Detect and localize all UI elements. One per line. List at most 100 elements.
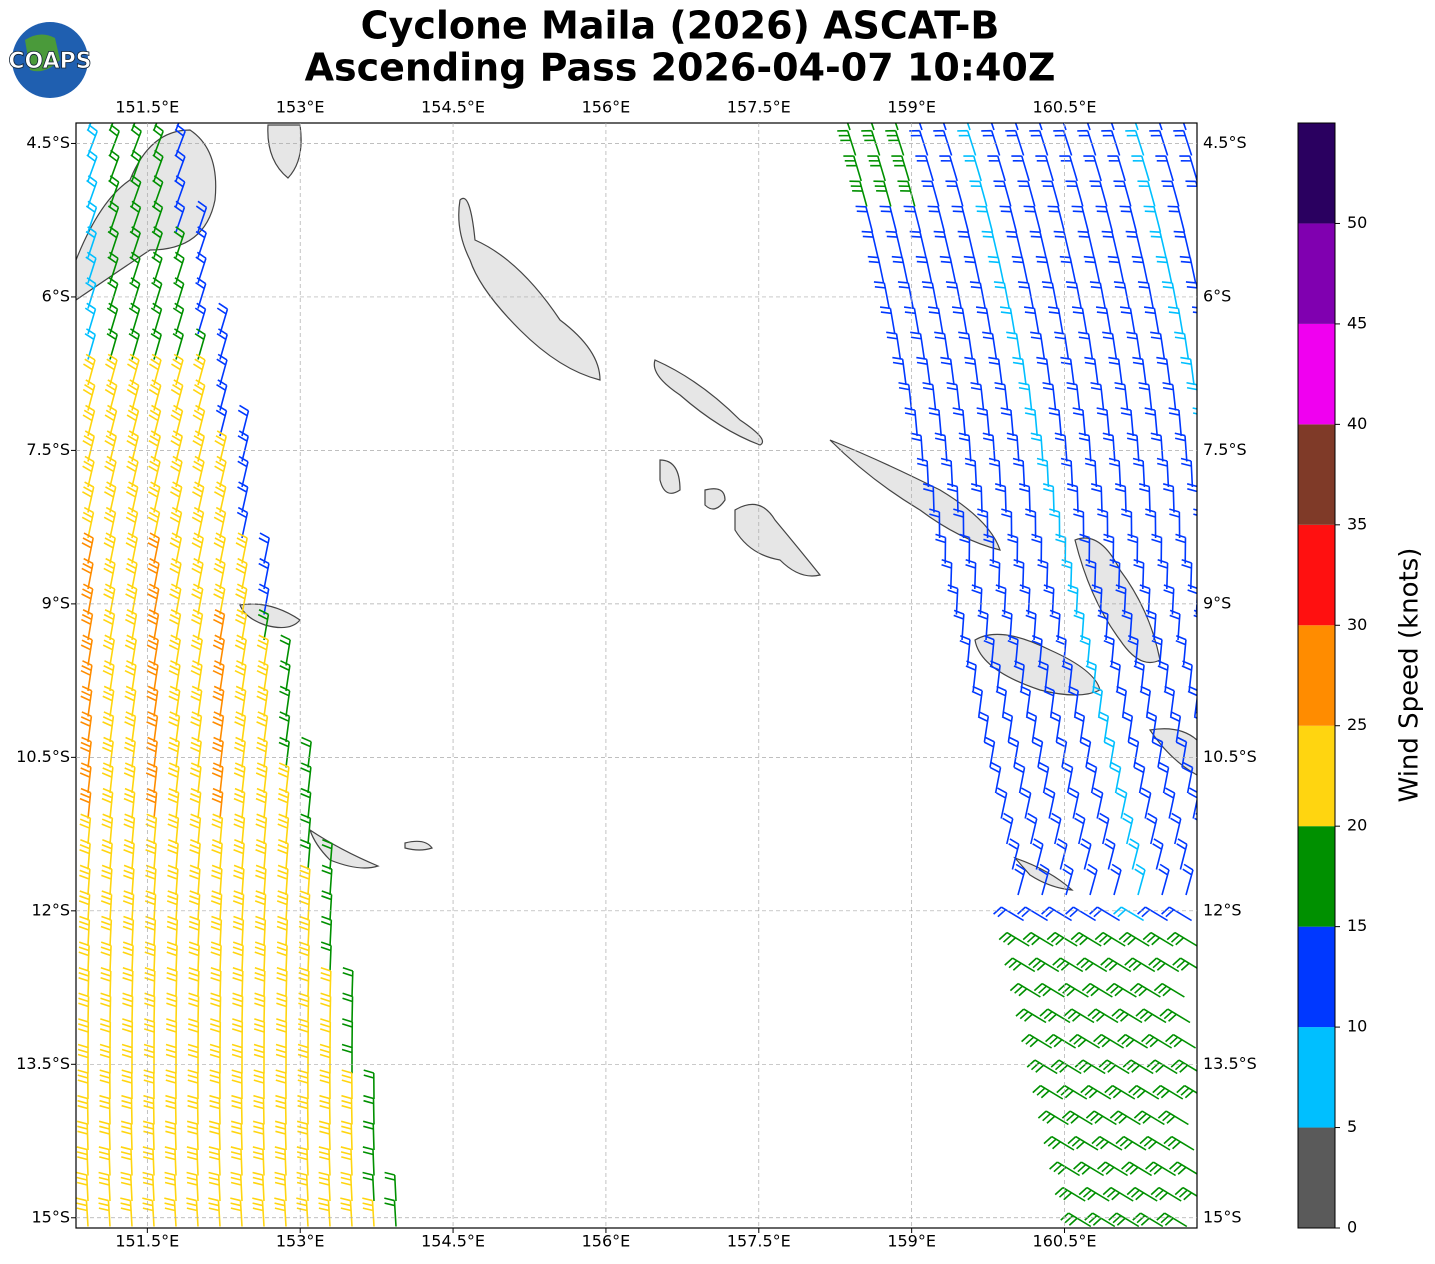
wind-barb bbox=[320, 941, 332, 972]
wind-barb bbox=[145, 813, 158, 845]
barb-path bbox=[933, 129, 953, 156]
barb-path bbox=[1007, 736, 1020, 768]
barb-path bbox=[1063, 1008, 1095, 1024]
barb-path bbox=[910, 432, 924, 462]
land bbox=[829, 439, 1001, 551]
barb-path bbox=[212, 736, 224, 768]
barb-path bbox=[126, 430, 139, 462]
wind-barb bbox=[1145, 508, 1157, 539]
barb-path bbox=[886, 331, 902, 360]
wind-barb bbox=[342, 1018, 354, 1049]
wind-barb bbox=[124, 736, 136, 768]
wind-barb bbox=[1110, 123, 1115, 131]
wind-barb bbox=[78, 992, 90, 1023]
wind-barb bbox=[957, 129, 977, 156]
barb-path bbox=[143, 1069, 155, 1100]
barb-path bbox=[1151, 533, 1163, 564]
barb-path bbox=[362, 1171, 375, 1202]
barb-path bbox=[342, 992, 354, 1023]
wind-barb bbox=[1085, 558, 1097, 590]
barb-path bbox=[1161, 906, 1193, 922]
barb-path bbox=[988, 356, 1003, 386]
barb-path bbox=[191, 506, 205, 539]
barb-path bbox=[79, 839, 91, 870]
barb-path bbox=[1101, 230, 1119, 258]
barb-path bbox=[297, 1018, 310, 1049]
wind-barb bbox=[1092, 787, 1104, 819]
wind-barb bbox=[1076, 957, 1108, 973]
wind-barb bbox=[212, 736, 224, 768]
barb-path bbox=[1085, 1110, 1117, 1126]
wind-barb bbox=[77, 1069, 89, 1100]
barb-path bbox=[55, 1173, 66, 1201]
barb-path bbox=[125, 609, 138, 641]
barb-path bbox=[237, 404, 250, 437]
barb-path bbox=[1191, 306, 1197, 314]
wind-barb bbox=[254, 915, 267, 947]
barb-path bbox=[1152, 838, 1164, 870]
wind-barb bbox=[255, 864, 267, 896]
barb-path bbox=[58, 789, 69, 819]
wind-barb bbox=[300, 787, 312, 819]
wind-barb bbox=[125, 609, 138, 641]
barb-path bbox=[298, 915, 311, 947]
wind-barb bbox=[189, 787, 202, 819]
wind-barb bbox=[190, 736, 202, 768]
wind-barb bbox=[168, 634, 181, 666]
barb-path bbox=[296, 1197, 309, 1227]
barb-path bbox=[1148, 957, 1180, 973]
barb-path bbox=[1074, 812, 1086, 845]
barb-path bbox=[964, 457, 978, 488]
barb-path bbox=[916, 457, 930, 488]
barb-path bbox=[188, 915, 201, 947]
wind-barb bbox=[126, 430, 139, 462]
wind-barb bbox=[1127, 533, 1139, 564]
barb-path bbox=[1031, 533, 1043, 564]
barb-path bbox=[60, 482, 71, 512]
barb-path bbox=[1014, 863, 1026, 896]
wind-barb bbox=[934, 331, 950, 360]
barb-path bbox=[1124, 957, 1156, 973]
wind-barb bbox=[958, 331, 974, 360]
barb-path bbox=[190, 736, 202, 768]
barb-path bbox=[1173, 129, 1193, 156]
barb-path bbox=[256, 736, 268, 768]
barb-path bbox=[959, 533, 971, 564]
wind-barb bbox=[194, 328, 206, 360]
colorbar-tick-label: 0 bbox=[1347, 1218, 1357, 1237]
wind-barb bbox=[1079, 634, 1091, 666]
barb-path bbox=[76, 1171, 89, 1202]
barb-path bbox=[277, 864, 289, 896]
barb-path bbox=[1104, 1084, 1136, 1100]
wind-barb bbox=[126, 481, 139, 513]
wind-barb bbox=[1174, 331, 1190, 360]
barb-path bbox=[1096, 407, 1110, 437]
wind-barb bbox=[122, 941, 134, 972]
wind-barb bbox=[946, 483, 959, 513]
barb-path bbox=[164, 1146, 177, 1176]
wind-barb bbox=[1070, 931, 1102, 947]
barb-path bbox=[1004, 957, 1036, 973]
wind-barb bbox=[233, 864, 245, 896]
wind-barb bbox=[971, 584, 983, 615]
barb-path bbox=[234, 711, 247, 743]
barb-path bbox=[933, 230, 951, 258]
barb-path bbox=[99, 1094, 111, 1125]
barb-path bbox=[81, 532, 94, 564]
barb-path bbox=[274, 1146, 287, 1176]
barb-path bbox=[1048, 407, 1062, 437]
barb-path bbox=[1109, 558, 1121, 590]
wind-barb bbox=[192, 404, 206, 437]
barb-path bbox=[994, 381, 1009, 411]
wind-barb bbox=[122, 992, 134, 1023]
barb-path bbox=[165, 1069, 177, 1100]
wind-barb bbox=[145, 839, 157, 870]
barb-path bbox=[1133, 558, 1145, 590]
wind-barb bbox=[61, 405, 72, 436]
wind-barb bbox=[216, 328, 228, 360]
barb-path bbox=[1028, 957, 1060, 973]
barb-path bbox=[993, 906, 1025, 922]
wind-barb bbox=[84, 328, 96, 360]
barb-path bbox=[1092, 787, 1104, 819]
wind-barb bbox=[213, 506, 227, 539]
